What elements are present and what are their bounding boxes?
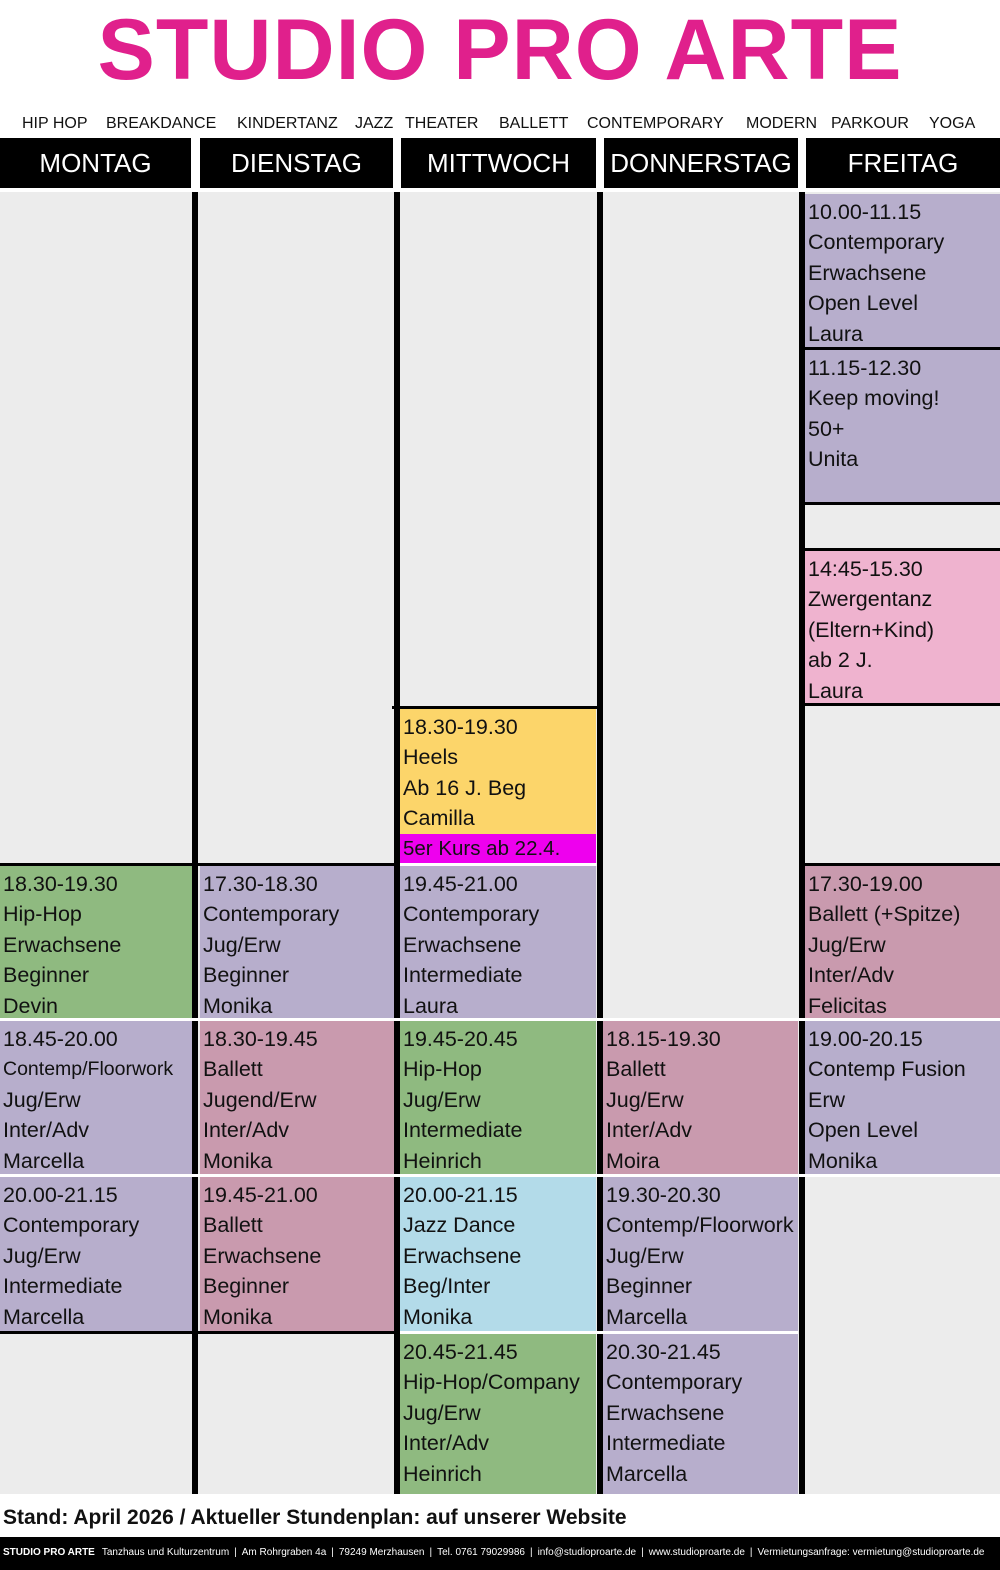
row-divider bbox=[0, 1331, 192, 1334]
class-card: 19.45-21.00 Ballett Erwachsene Beginner Moni… bbox=[200, 1177, 394, 1331]
day-header-montag: MONTAG bbox=[0, 138, 191, 188]
course-note: 5er Kurs ab 22.4. bbox=[400, 834, 596, 864]
row-divider bbox=[198, 863, 394, 866]
row-divider bbox=[805, 863, 1000, 866]
day-header-freitag: FREITAG bbox=[806, 138, 1000, 188]
class-card: 18.30-19.30 Heels Ab 16 J. Beg Camilla 5er … bbox=[400, 709, 596, 864]
class-card: 20.45-21.45 Hip-Hop/Company Jug/Erw Inter/A… bbox=[400, 1334, 596, 1494]
class-card: 11.15-12.30 Keep moving! 50+ Unita bbox=[805, 350, 1000, 502]
style-item: KINDERTANZ bbox=[237, 115, 338, 132]
class-card: 17.30-18.30 Contemporary Jug/Erw Beginner Mo… bbox=[200, 866, 394, 1018]
class-card: 20.00-21.15 Jazz Dance Erwachsene Beg/Inter… bbox=[400, 1177, 596, 1331]
day-header-donnerstag: DONNERSTAG bbox=[604, 138, 798, 188]
row-divider bbox=[400, 863, 597, 866]
row-divider bbox=[0, 863, 192, 866]
status-note: Stand: April 2026 / Aktueller Stundenpla… bbox=[3, 1506, 627, 1529]
style-item: HIP HOP bbox=[22, 115, 88, 132]
dance-styles-list: HIP HOP BREAKDANCE KINDERTANZ JAZZ THEAT… bbox=[0, 112, 1000, 136]
class-card: 19.00-20.15 Contemp Fusion Erw Open Level Mo… bbox=[805, 1021, 1000, 1174]
row-divider bbox=[805, 703, 1000, 706]
class-card: 18.15-19.30 Ballett Jug/Erw Inter/Adv Moira bbox=[603, 1021, 798, 1174]
footer-separator: | bbox=[234, 1547, 237, 1558]
footer-email-link[interactable]: info@studioproarte.de bbox=[537, 1547, 637, 1558]
style-item: YOGA bbox=[929, 115, 976, 132]
footer-brand: STUDIO PRO ARTE bbox=[3, 1547, 95, 1558]
footer-city: 79249 Merzhausen bbox=[338, 1547, 425, 1558]
class-card: 18.30-19.30 Hip-Hop Erwachsene Beginner Devi… bbox=[0, 866, 192, 1018]
footer-separator: | bbox=[749, 1547, 753, 1558]
footer-phone: Tel. 0761 79029986 bbox=[437, 1547, 525, 1558]
footer-separator: | bbox=[641, 1547, 644, 1558]
class-card: 10.00-11.15 Contemporary Erwachsene Open Le… bbox=[805, 194, 1000, 347]
class-card: 19.30-20.30 Contemp/Floorwork Jug/Erw Begin… bbox=[603, 1177, 798, 1331]
row-divider bbox=[198, 1331, 394, 1334]
class-card: 17.30-19.00 Ballett (+Spitze) Jug/Erw Inter… bbox=[805, 866, 1000, 1018]
style-item: THEATER bbox=[405, 115, 479, 132]
row-divider bbox=[805, 548, 1000, 551]
row-divider bbox=[0, 1174, 1000, 1177]
footer-separator: | bbox=[529, 1547, 533, 1558]
schedule-grid: 10.00-11.15 Contemporary Erwachsene Open Le… bbox=[0, 192, 1000, 1494]
row-divider bbox=[805, 347, 1000, 350]
row-divider bbox=[805, 502, 1000, 505]
footer-subtitle: Tanzhaus und Kulturzentrum bbox=[101, 1547, 230, 1558]
class-card: 14:45-15.30 Zwergentanz (Eltern+Kind) ab 2 … bbox=[805, 551, 1000, 703]
footer-bar: STUDIO PRO ARTE Tanzhaus und Kulturzentru… bbox=[0, 1537, 1000, 1570]
class-card: 20.00-21.15 Contemporary Jug/Erw Intermedia… bbox=[0, 1177, 192, 1331]
footer-website-link[interactable]: www.studioproarte.de bbox=[648, 1547, 745, 1558]
class-card: 19.45-20.45 Hip-Hop Jug/Erw Intermediate Hei… bbox=[400, 1021, 596, 1174]
style-item: JAZZ bbox=[355, 115, 394, 132]
style-item: BREAKDANCE bbox=[106, 115, 217, 132]
class-card: 19.45-21.00 Contemporary Erwachsene Interme… bbox=[400, 866, 596, 1018]
day-header-dienstag: DIENSTAG bbox=[200, 138, 393, 188]
footer-rental[interactable]: Vermietungsanfrage: vermietung@studiopro… bbox=[757, 1547, 985, 1558]
row-divider bbox=[392, 706, 602, 709]
footer-address: Am Rohrgraben 4a bbox=[241, 1547, 327, 1558]
column-divider bbox=[192, 192, 198, 1494]
day-header-mittwoch: MITTWOCH bbox=[401, 138, 596, 188]
style-item: MODERN bbox=[746, 115, 818, 132]
style-item: PARKOUR bbox=[831, 115, 909, 132]
footer-separator: | bbox=[331, 1547, 334, 1558]
row-divider bbox=[400, 1331, 798, 1334]
row-divider bbox=[0, 1018, 1000, 1021]
column-divider bbox=[799, 192, 805, 1494]
class-card: 18.45-20.00 Contemp/Floorwork Jug/Erw Inter… bbox=[0, 1021, 192, 1174]
column-divider bbox=[597, 192, 603, 1494]
column-divider bbox=[394, 192, 400, 1494]
footer-separator: | bbox=[429, 1547, 433, 1558]
style-item: BALLETT bbox=[499, 115, 569, 132]
class-card: 18.30-19.45 Ballett Jugend/Erw Inter/Adv Mon… bbox=[200, 1021, 394, 1174]
page-title: STUDIO PRO ARTE bbox=[97, 2, 903, 98]
style-item: CONTEMPORARY bbox=[587, 115, 724, 132]
class-card: 20.30-21.45 Contemporary Erwachsene Interme… bbox=[603, 1334, 798, 1494]
